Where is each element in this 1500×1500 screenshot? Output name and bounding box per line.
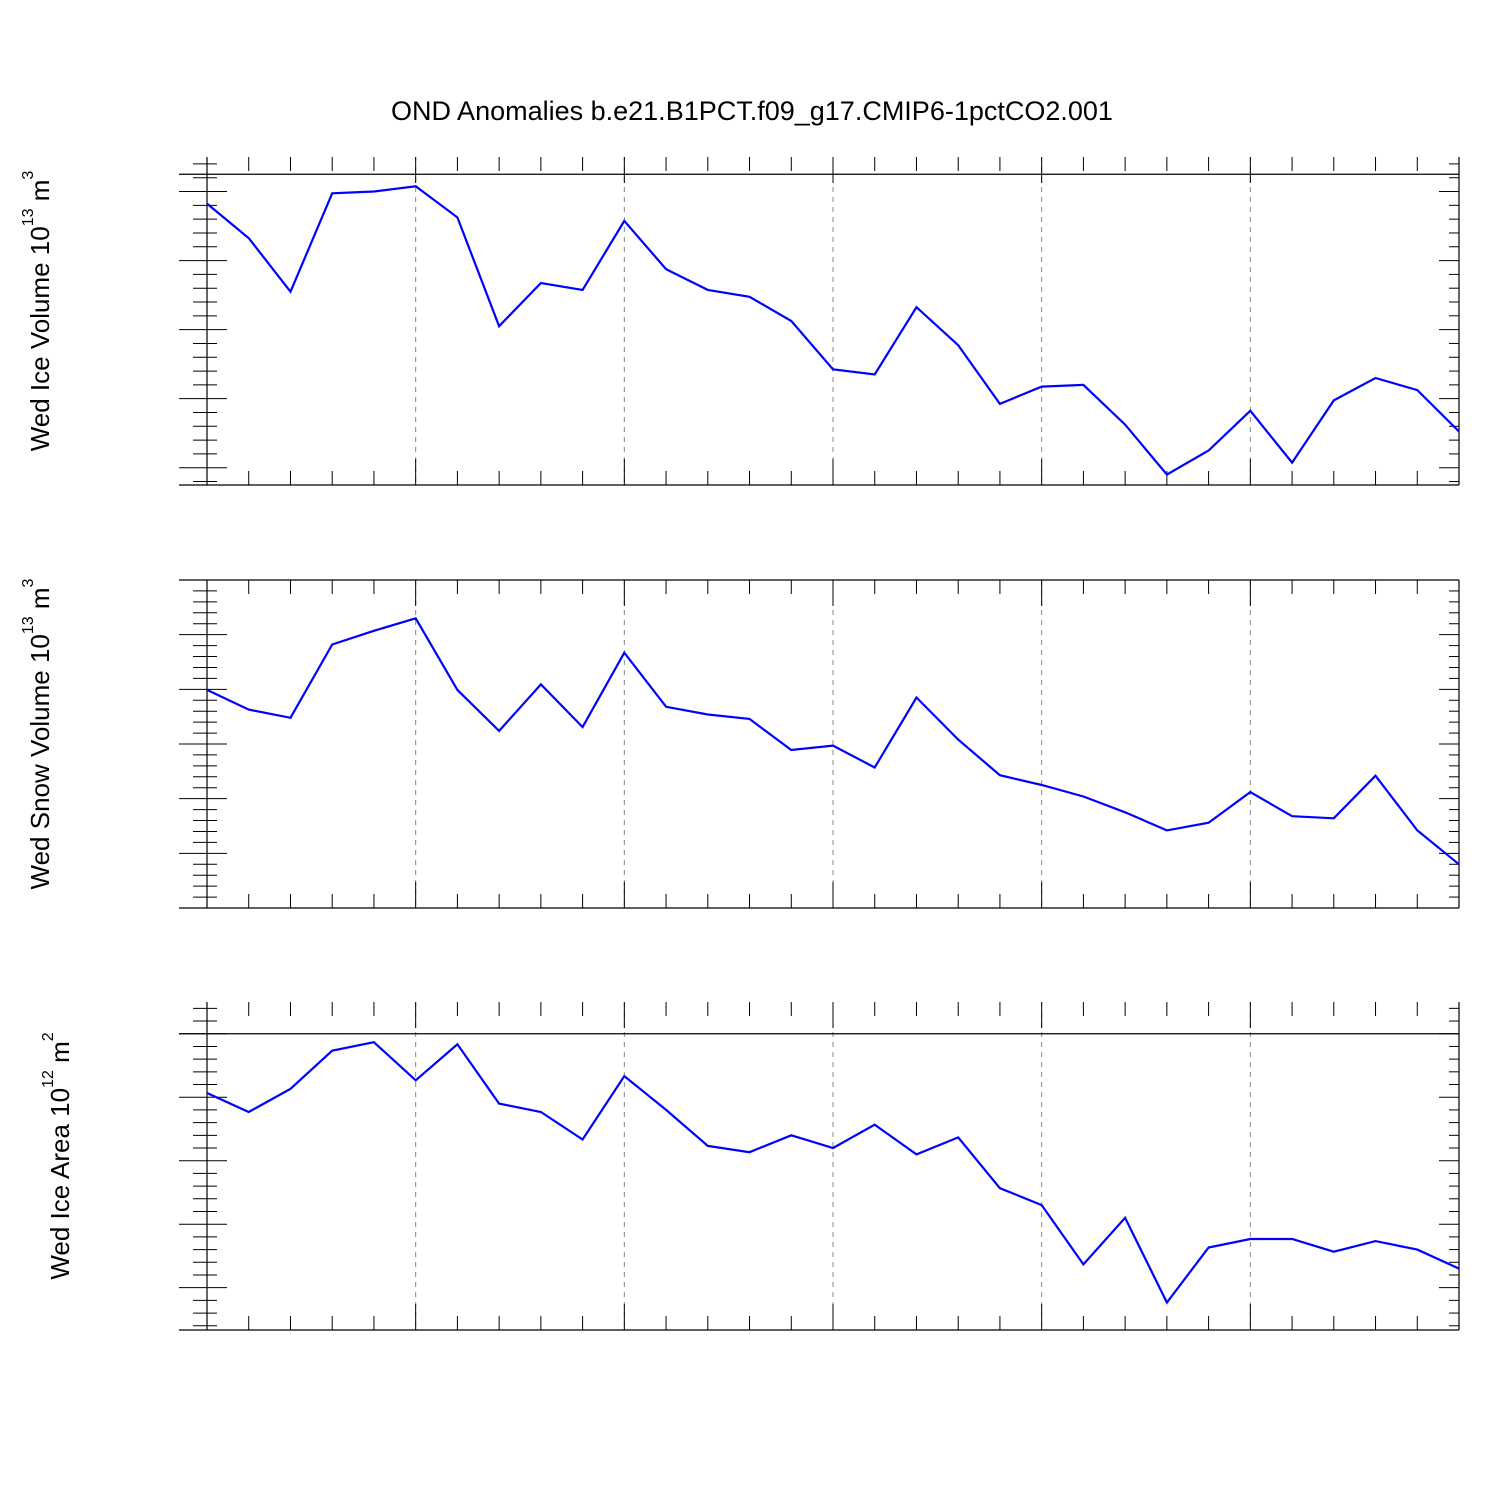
y-axis-title-superscript: 2 bbox=[40, 1032, 57, 1041]
chart-panel-2: Wed Snow Volume 1013 m3 bbox=[20, 578, 1460, 909]
y-axis-title-superscript: 12 bbox=[40, 1070, 57, 1088]
y-axis-title: Wed Ice Area 1012 m2 bbox=[40, 1032, 76, 1279]
y-axis-title-superscript: 13 bbox=[20, 616, 37, 634]
chart-panel-3: Wed Ice Area 1012 m2 bbox=[40, 1002, 1460, 1331]
y-axis-title-text: Wed Ice Volume 10 bbox=[25, 226, 55, 451]
y-axis-title: Wed Ice Volume 1013 m3 bbox=[20, 171, 56, 452]
y-axis-title-text: m bbox=[25, 180, 55, 209]
y-axis-title-text: m bbox=[45, 1041, 75, 1070]
y-axis-title-superscript: 3 bbox=[20, 578, 37, 587]
y-axis-title: Wed Snow Volume 1013 m3 bbox=[20, 578, 56, 889]
chart-panel-1: Wed Ice Volume 1013 m3 bbox=[20, 157, 1460, 486]
y-axis-title-text: Wed Ice Area 10 bbox=[45, 1088, 75, 1280]
y-axis-title-text: m bbox=[25, 587, 55, 616]
figure-title: OND Anomalies b.e21.B1PCT.f09_g17.CMIP6-… bbox=[391, 96, 1113, 126]
y-axis-title-superscript: 13 bbox=[20, 208, 37, 226]
y-axis-title-text: Wed Snow Volume 10 bbox=[25, 634, 55, 889]
y-axis-title-superscript: 3 bbox=[20, 171, 37, 180]
